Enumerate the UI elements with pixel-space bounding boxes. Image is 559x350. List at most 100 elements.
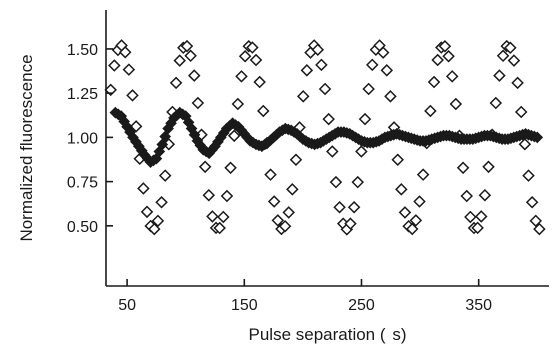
data-point [122, 63, 136, 76]
data-point [355, 145, 368, 158]
data-point [427, 75, 441, 89]
data-point [380, 64, 394, 77]
x-tick-label: 250 [348, 297, 375, 314]
data-point [217, 210, 230, 224]
data-point [315, 58, 328, 72]
data-point [493, 69, 506, 82]
data-point [409, 214, 423, 227]
y-axis-ticks: 0.50 0.75 1.00 1.25 1.50 [67, 42, 113, 236]
data-point [282, 206, 295, 219]
data-point [514, 105, 528, 119]
data-point [518, 137, 532, 151]
data-point [351, 175, 364, 189]
data-point [405, 222, 419, 236]
data-points [104, 39, 546, 236]
data-point [456, 161, 470, 175]
y-tick-label: 0.50 [67, 219, 98, 236]
data-point [475, 210, 488, 223]
data-point [118, 45, 132, 59]
data-point [362, 82, 375, 96]
data-point [246, 41, 259, 54]
x-tick-label: 350 [465, 297, 492, 314]
data-point [507, 54, 521, 67]
x-tick-label: 50 [118, 297, 136, 314]
data-point [140, 205, 154, 219]
data-point [151, 214, 165, 228]
data-point [169, 76, 183, 90]
data-point [445, 70, 459, 83]
axes [105, 10, 549, 287]
data-point [235, 70, 248, 83]
y-tick-label: 1.00 [67, 130, 98, 147]
data-point [496, 49, 510, 63]
data-point [442, 50, 455, 63]
x-tick-label: 150 [231, 297, 258, 314]
data-point [187, 69, 201, 82]
data-point [333, 200, 346, 214]
data-point [531, 131, 544, 144]
data-point [322, 112, 335, 126]
data-point [489, 96, 503, 110]
data-point [286, 183, 299, 196]
data-point [525, 195, 539, 209]
data-point [326, 145, 339, 158]
data-point [300, 64, 314, 77]
data-point [278, 219, 292, 233]
data-point [366, 58, 379, 72]
data-point [311, 43, 325, 56]
data-point [231, 97, 245, 111]
data-point [137, 182, 150, 195]
y-tick-label: 0.75 [67, 175, 98, 192]
data-point [398, 206, 412, 219]
data-point [220, 189, 234, 203]
data-point [184, 49, 197, 63]
data-point [478, 188, 492, 202]
data-point [376, 46, 390, 59]
data-point [289, 153, 303, 167]
data-point [424, 104, 437, 118]
data-point [504, 41, 517, 55]
data-point [253, 75, 266, 89]
data-point [296, 90, 310, 103]
y-tick-label: 1.50 [67, 42, 98, 59]
data-point [449, 97, 463, 111]
data-point [129, 120, 143, 133]
data-point [264, 168, 277, 181]
data-point [180, 39, 194, 53]
data-point [438, 39, 452, 53]
data-point [213, 221, 226, 235]
x-axis-ticks: 50 150 250 350 [118, 279, 492, 314]
data-point [271, 214, 285, 227]
data-point [358, 112, 372, 126]
data-point [533, 222, 546, 236]
data-point [347, 200, 361, 214]
data-point [471, 221, 484, 235]
data-point [126, 89, 139, 102]
data-point [464, 210, 477, 224]
data-point [173, 54, 186, 67]
data-point [267, 195, 281, 208]
data-point [431, 53, 444, 67]
data-point [257, 104, 270, 118]
data-point [191, 96, 205, 110]
data-point [384, 90, 397, 103]
y-axis-label: Normalized fluorescence [17, 54, 36, 241]
data-point [391, 153, 404, 167]
data-point [159, 130, 172, 143]
data-point [224, 161, 237, 175]
data-point [529, 214, 543, 228]
data-point [344, 217, 357, 230]
data-point [158, 169, 172, 182]
data-point [249, 53, 263, 67]
data-point [522, 169, 535, 182]
y-tick-label: 1.25 [67, 86, 98, 103]
data-point [395, 183, 408, 196]
data-point [238, 50, 252, 63]
data-point [511, 76, 524, 90]
data-point [227, 129, 241, 143]
data-point [198, 160, 212, 174]
data-point [318, 82, 332, 96]
data-point [329, 175, 343, 189]
x-axis-label: Pulse separation ( s) [249, 325, 407, 344]
